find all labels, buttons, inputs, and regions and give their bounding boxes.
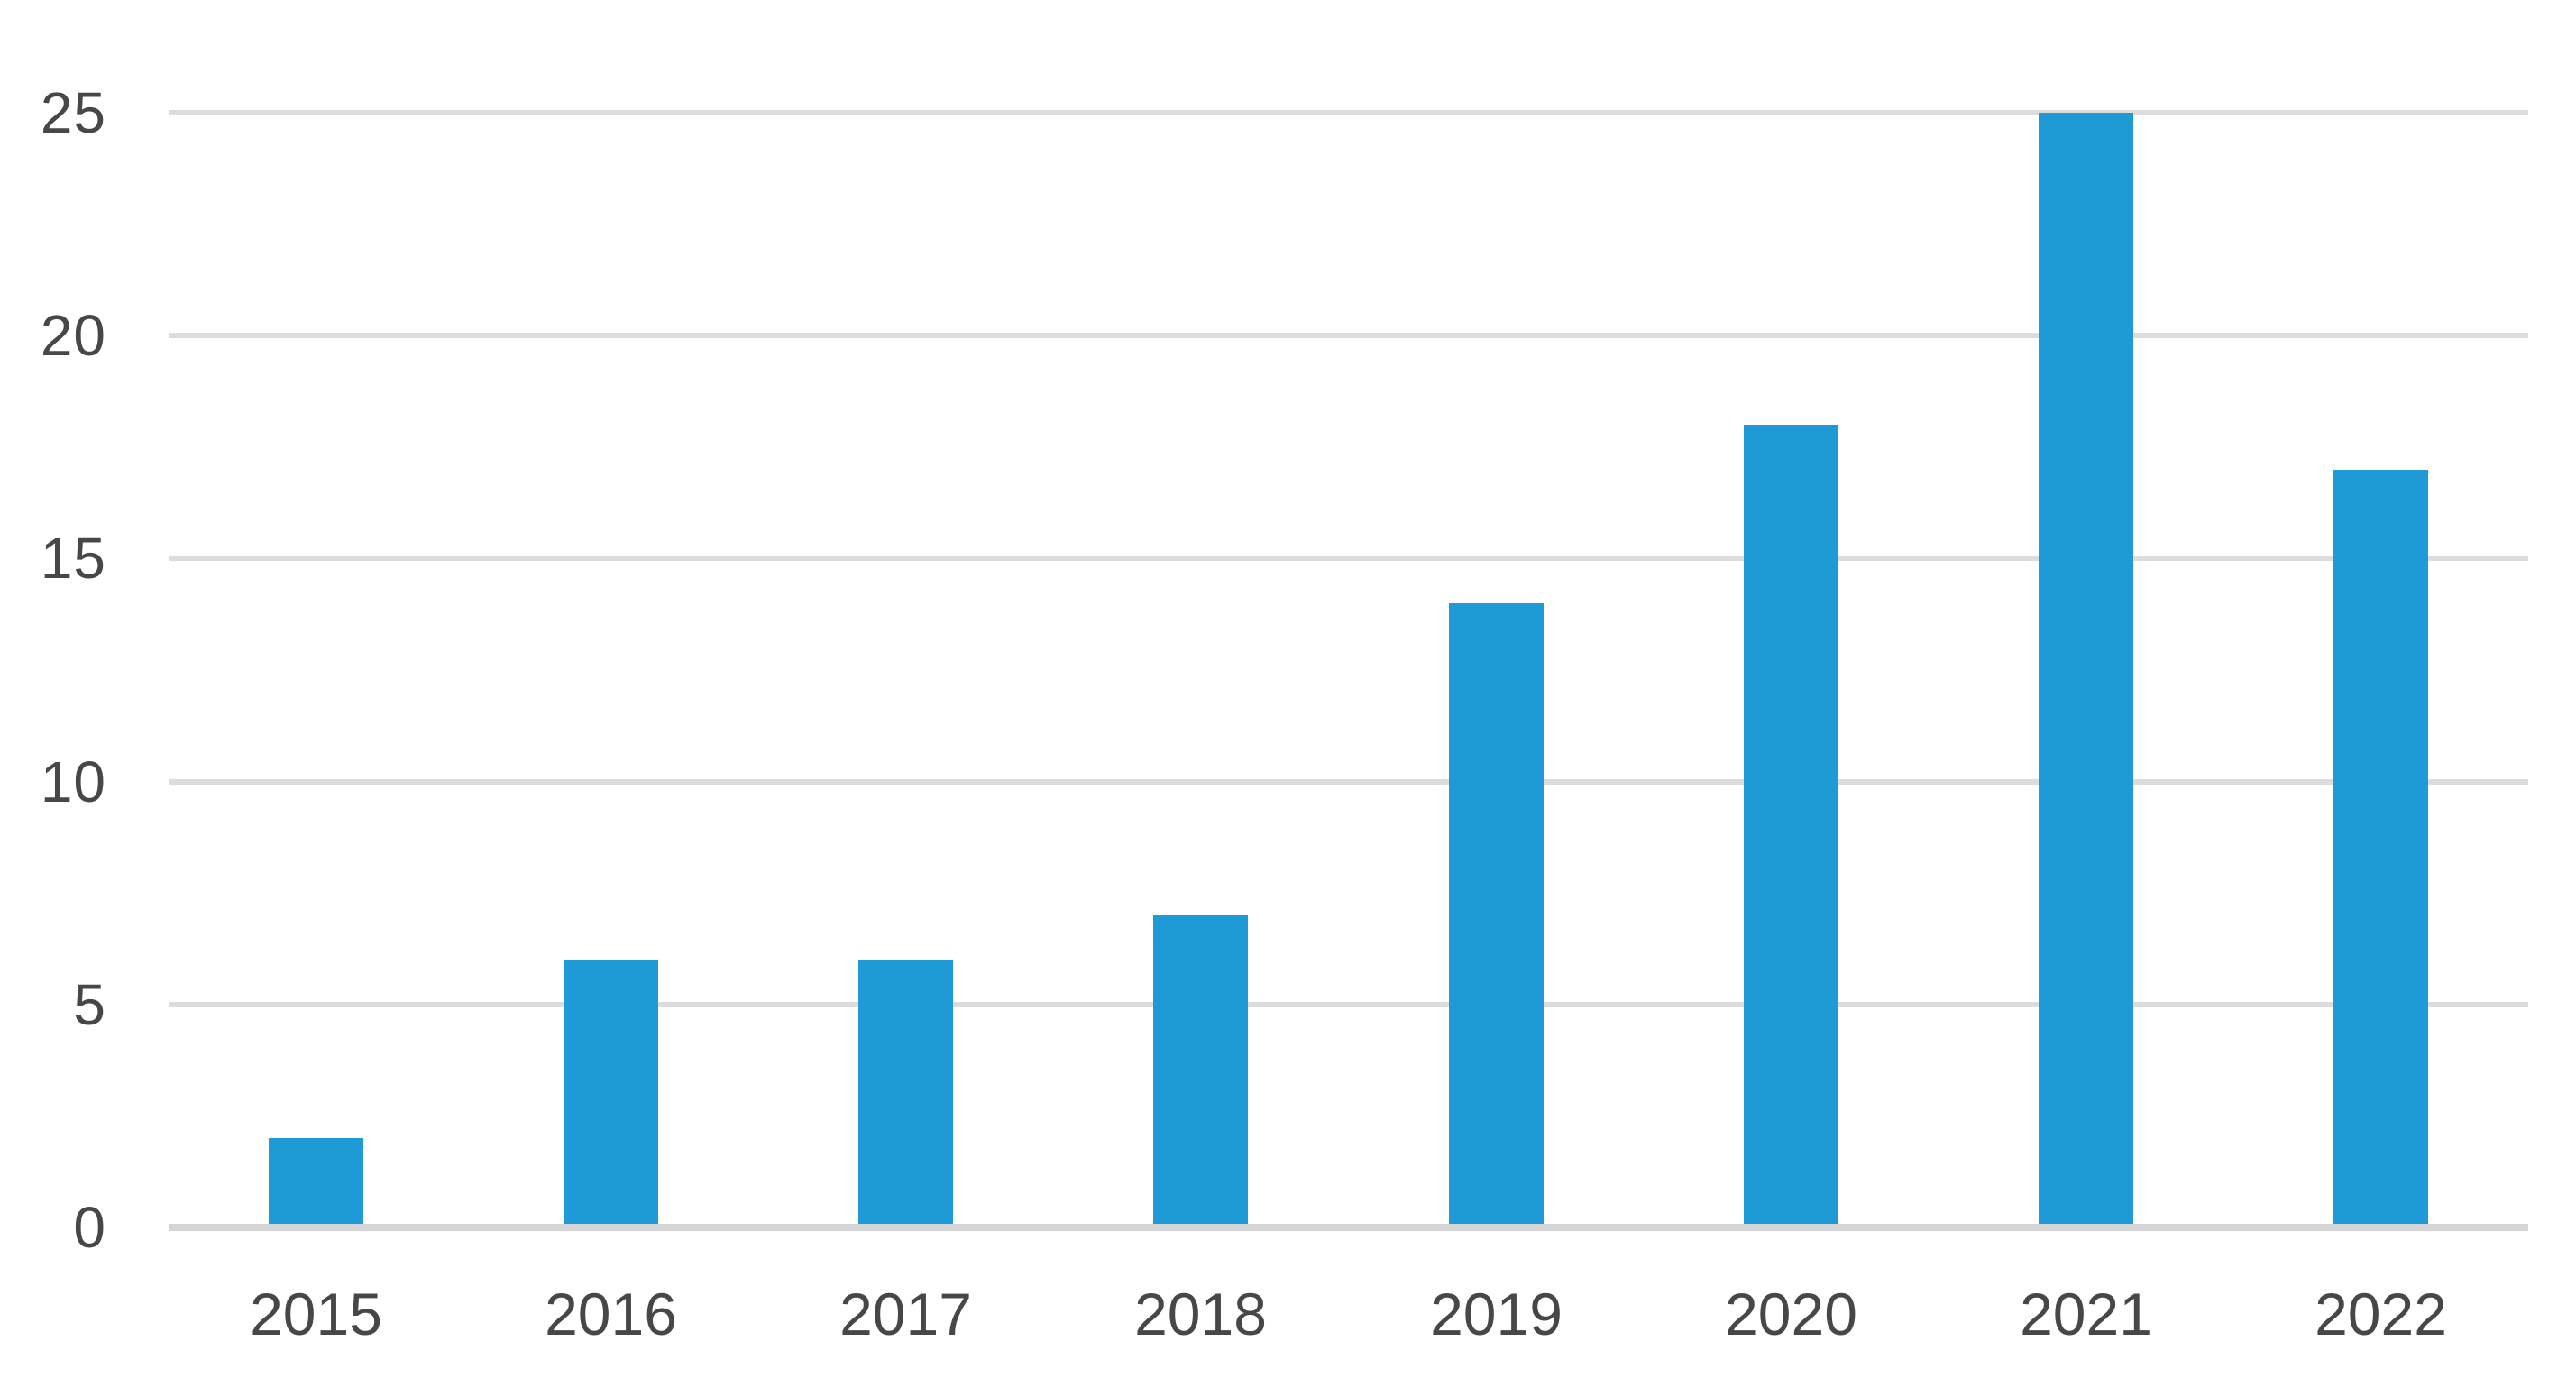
bar-2015: [269, 1138, 363, 1227]
bar-2022: [2333, 470, 2428, 1227]
x-axis-category-label-2015: 2015: [250, 1281, 382, 1347]
plot-area: [169, 110, 2528, 1231]
bar-2018: [1153, 915, 1248, 1227]
x-axis-category-label-2017: 2017: [839, 1281, 972, 1347]
x-axis-category-label-2016: 2016: [545, 1281, 677, 1347]
x-axis-line: [169, 1224, 2528, 1231]
x-axis-category-label-2020: 2020: [1725, 1281, 1857, 1347]
y-axis-tick-label-20: 20: [40, 303, 106, 369]
gridline-y-15: [169, 556, 2528, 562]
gridline-y-10: [169, 778, 2528, 785]
y-axis-tick-label-25: 25: [40, 80, 106, 145]
y-axis-tick-label-5: 5: [73, 971, 106, 1037]
x-axis-category-label-2018: 2018: [1134, 1281, 1267, 1347]
x-axis-category-label-2019: 2019: [1430, 1281, 1563, 1347]
bar-2020: [1744, 425, 1838, 1227]
bar-2017: [858, 960, 953, 1227]
gridline-y-5: [169, 1001, 2528, 1007]
gridline-y-20: [169, 333, 2528, 339]
bar-2019: [1449, 603, 1544, 1227]
bar-2016: [564, 960, 658, 1227]
bar-2021: [2039, 113, 2133, 1227]
y-axis-tick-label-10: 10: [40, 749, 106, 814]
gridline-y-25: [169, 110, 2528, 115]
x-axis-category-label-2022: 2022: [2315, 1281, 2447, 1347]
y-axis-tick-label-15: 15: [40, 526, 106, 592]
x-axis-category-label-2021: 2021: [2020, 1281, 2152, 1347]
y-axis-tick-label-0: 0: [73, 1195, 106, 1260]
